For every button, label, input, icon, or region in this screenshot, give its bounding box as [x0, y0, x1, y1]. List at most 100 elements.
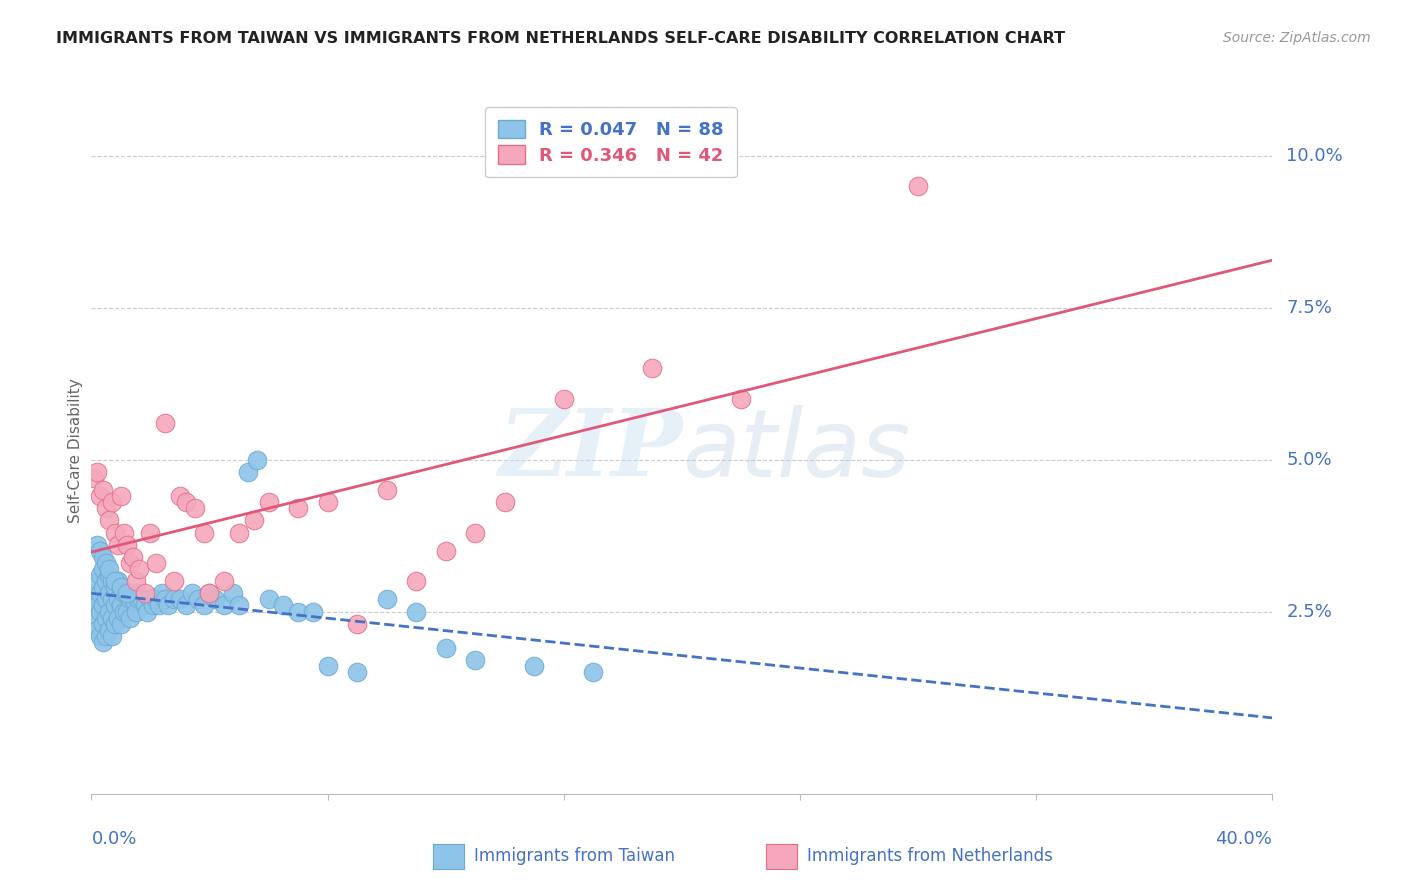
- Text: Immigrants from Netherlands: Immigrants from Netherlands: [807, 847, 1053, 865]
- Text: ZIP: ZIP: [498, 406, 682, 495]
- Point: [193, 599, 215, 613]
- Point: [112, 605, 135, 619]
- Point: [89, 543, 111, 558]
- Point: [98, 562, 121, 576]
- Point: [405, 574, 427, 589]
- Point: [301, 605, 323, 619]
- Point: [112, 525, 135, 540]
- Point: [316, 659, 339, 673]
- Point: [110, 616, 132, 631]
- Point: [118, 556, 141, 570]
- Text: atlas: atlas: [682, 405, 910, 496]
- Point: [124, 574, 148, 589]
- Point: [128, 562, 150, 576]
- Point: [134, 599, 156, 613]
- Point: [142, 599, 165, 613]
- Point: [553, 392, 575, 406]
- Point: [346, 616, 368, 631]
- Point: [91, 549, 114, 564]
- Point: [118, 610, 141, 624]
- Point: [464, 525, 486, 540]
- Point: [89, 568, 111, 582]
- Point: [523, 659, 546, 673]
- Point: [98, 623, 121, 637]
- Point: [98, 586, 121, 600]
- Point: [104, 616, 127, 631]
- Point: [115, 605, 138, 619]
- Point: [174, 495, 197, 509]
- Point: [198, 586, 221, 600]
- Point: [139, 592, 162, 607]
- Point: [145, 556, 167, 570]
- Point: [124, 605, 148, 619]
- Point: [228, 599, 250, 613]
- Point: [115, 586, 138, 600]
- Text: 5.0%: 5.0%: [1286, 450, 1331, 468]
- Point: [163, 574, 186, 589]
- Point: [107, 610, 129, 624]
- Point: [96, 610, 118, 624]
- Point: [96, 574, 118, 589]
- Point: [96, 629, 118, 643]
- Point: [91, 599, 114, 613]
- Point: [86, 465, 108, 479]
- Point: [204, 592, 226, 607]
- Point: [257, 592, 280, 607]
- Point: [121, 592, 143, 607]
- Point: [110, 580, 132, 594]
- Text: Immigrants from Taiwan: Immigrants from Taiwan: [474, 847, 675, 865]
- Point: [101, 592, 124, 607]
- Point: [214, 599, 236, 613]
- Point: [434, 543, 457, 558]
- Point: [641, 361, 664, 376]
- Point: [375, 483, 398, 497]
- Point: [157, 599, 180, 613]
- Point: [145, 592, 167, 607]
- Point: [214, 574, 236, 589]
- Point: [236, 465, 259, 479]
- Point: [346, 665, 368, 680]
- Text: IMMIGRANTS FROM TAIWAN VS IMMIGRANTS FROM NETHERLANDS SELF-CARE DISABILITY CORRE: IMMIGRANTS FROM TAIWAN VS IMMIGRANTS FRO…: [56, 31, 1066, 46]
- Point: [316, 495, 339, 509]
- Point: [89, 629, 111, 643]
- Point: [434, 640, 457, 655]
- Point: [107, 538, 129, 552]
- Point: [98, 605, 121, 619]
- Point: [187, 592, 209, 607]
- Point: [375, 592, 398, 607]
- Point: [96, 592, 118, 607]
- Point: [96, 556, 118, 570]
- Point: [131, 592, 153, 607]
- Point: [112, 586, 135, 600]
- Point: [198, 586, 221, 600]
- Point: [273, 599, 295, 613]
- Point: [86, 599, 108, 613]
- Text: 40.0%: 40.0%: [1216, 830, 1272, 848]
- Text: 0.0%: 0.0%: [91, 830, 136, 848]
- Point: [101, 610, 124, 624]
- Point: [101, 629, 124, 643]
- Point: [104, 599, 127, 613]
- Point: [405, 605, 427, 619]
- Point: [98, 513, 121, 527]
- Point: [148, 599, 170, 613]
- Legend: R = 0.047   N = 88, R = 0.346   N = 42: R = 0.047 N = 88, R = 0.346 N = 42: [485, 107, 737, 178]
- Point: [180, 586, 202, 600]
- Point: [86, 623, 108, 637]
- Point: [98, 568, 121, 582]
- Point: [169, 489, 191, 503]
- Point: [464, 653, 486, 667]
- Point: [89, 605, 111, 619]
- Point: [107, 574, 129, 589]
- Point: [183, 501, 207, 516]
- Point: [91, 483, 114, 497]
- Point: [222, 586, 245, 600]
- Text: Source: ZipAtlas.com: Source: ZipAtlas.com: [1223, 31, 1371, 45]
- Point: [246, 452, 269, 467]
- Text: 2.5%: 2.5%: [1286, 602, 1333, 621]
- Point: [153, 416, 177, 430]
- Text: 7.5%: 7.5%: [1286, 299, 1333, 317]
- Point: [89, 586, 111, 600]
- Point: [139, 525, 162, 540]
- Point: [107, 592, 129, 607]
